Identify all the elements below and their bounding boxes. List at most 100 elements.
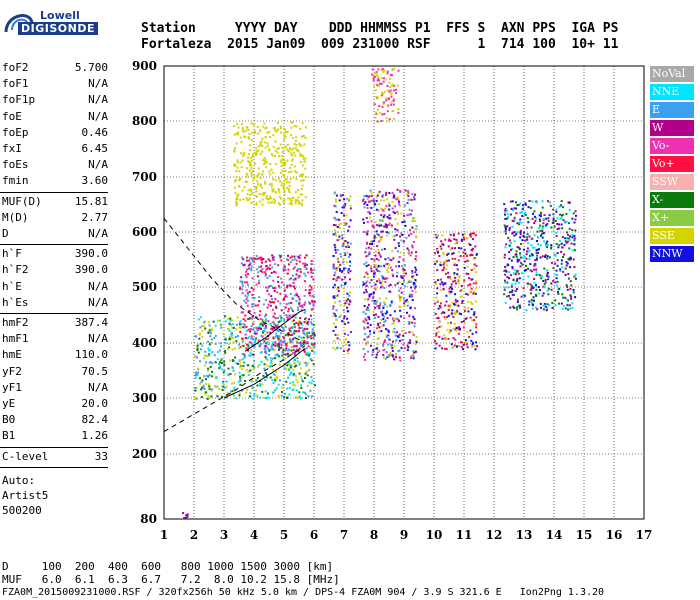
echo-point (194, 389, 197, 392)
echo-point (363, 338, 366, 341)
echo-point (259, 177, 262, 180)
echo-point (258, 193, 261, 195)
echo-point (520, 295, 523, 298)
echo-point (347, 310, 350, 313)
echo-point (407, 189, 410, 192)
echo-point (264, 162, 267, 165)
echo-point (410, 198, 413, 201)
echo-point (334, 348, 337, 351)
echo-point (391, 74, 393, 77)
echo-point (334, 326, 337, 329)
echo-point (558, 302, 560, 305)
echo-point (251, 303, 254, 306)
echo-point (545, 224, 548, 227)
echo-point (285, 347, 288, 350)
echo-point (392, 210, 395, 213)
echo-point (439, 283, 442, 286)
echo-point (301, 173, 304, 176)
echo-point (306, 333, 309, 336)
echo-point (403, 304, 406, 307)
echo-point (555, 269, 558, 272)
echo-point (367, 350, 370, 353)
echo-point (304, 372, 307, 375)
echo-point (232, 342, 235, 344)
echo-point (535, 201, 538, 204)
echo-point (561, 307, 564, 310)
echo-point (269, 376, 272, 379)
echo-point (214, 361, 217, 364)
echo-point (518, 223, 521, 226)
echo-point (349, 195, 352, 198)
echo-point (456, 345, 458, 348)
echo-point (539, 215, 542, 218)
echo-point (405, 236, 408, 239)
echo-point (298, 347, 301, 350)
echo-point (207, 332, 210, 334)
echo-point (247, 153, 250, 156)
echo-point (415, 268, 418, 271)
echo-point (463, 238, 466, 241)
echo-point (239, 286, 242, 289)
echo-point (515, 255, 518, 258)
echo-point (573, 275, 576, 278)
echo-point (348, 294, 351, 297)
echo-point (453, 273, 456, 276)
echo-point (447, 259, 450, 262)
echo-point (506, 281, 509, 284)
echo-point (183, 517, 186, 519)
echo-point (468, 336, 471, 338)
echo-point (228, 322, 231, 325)
echo-point (250, 172, 253, 175)
echo-point (227, 367, 230, 370)
echo-point (204, 320, 207, 323)
echo-point (508, 239, 511, 242)
echo-point (264, 260, 267, 263)
echo-point (516, 222, 519, 225)
echo-point (475, 287, 478, 290)
echo-point (436, 269, 439, 272)
echo-point (377, 68, 380, 71)
echo-point (346, 302, 349, 305)
echo-point (521, 207, 524, 210)
echo-point (366, 232, 368, 234)
echo-point (456, 309, 459, 312)
echo-point (279, 256, 282, 259)
echo-point (447, 245, 450, 248)
echo-point (299, 144, 302, 147)
echo-point (445, 268, 448, 270)
echo-point (226, 373, 229, 376)
echo-cluster (182, 512, 189, 519)
echo-point (205, 391, 208, 394)
echo-point (269, 195, 271, 198)
echo-point (381, 194, 384, 197)
echo-point (365, 319, 368, 322)
echo-point (271, 154, 274, 157)
echo-point (464, 306, 467, 309)
echo-point (312, 363, 315, 366)
muf-dashed-curve (163, 345, 306, 433)
echo-point (437, 251, 440, 254)
echo-point (307, 331, 310, 334)
echo-point (363, 305, 366, 307)
echo-point (554, 299, 557, 302)
echo-point (519, 265, 522, 268)
echo-point (266, 277, 269, 279)
param-value: 0.46 (81, 125, 109, 139)
echo-point (284, 136, 287, 138)
echo-point (376, 79, 379, 82)
echo-point (345, 261, 348, 264)
echo-point (247, 364, 250, 367)
echo-point (448, 330, 451, 333)
echo-point (529, 254, 531, 257)
echo-point (241, 339, 244, 342)
echo-point (211, 329, 214, 332)
echo-point (380, 224, 383, 227)
echo-point (386, 84, 389, 87)
echo-point (282, 158, 285, 160)
echo-point (253, 345, 256, 348)
echo-point (249, 263, 251, 266)
echo-point (404, 285, 407, 288)
echo-point (504, 266, 507, 268)
echo-point (251, 305, 254, 308)
echo-point (338, 276, 341, 279)
